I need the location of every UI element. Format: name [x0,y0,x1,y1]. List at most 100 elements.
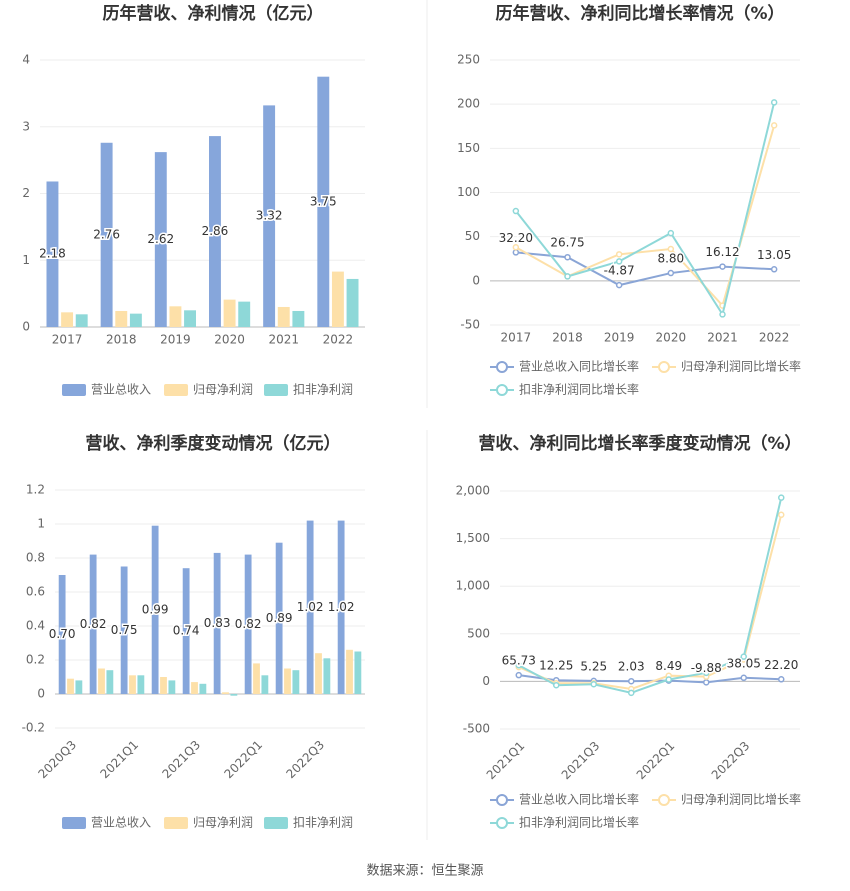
bar [169,306,182,327]
y-tick-label: 0 [472,273,480,287]
chart-title: 历年营收、净利同比增长率情况（%） [495,3,784,24]
data-label: 0.82 [235,617,262,631]
point [615,281,623,289]
bar [61,312,74,327]
y-tick-label: 1,000 [456,579,490,593]
legend-label: 扣非净利润同比增长率 [519,815,639,830]
data-label: 8.49 [655,659,682,673]
bar [244,554,252,694]
bar [354,651,362,694]
chart-title: 历年营收、净利情况（亿元） [103,3,324,24]
legend-label: 扣非净利润 [293,383,353,397]
y-tick-label: 50 [465,229,480,243]
legend-label: 营业总收入 [91,383,151,397]
x-tick-label: 2022 [759,331,790,345]
data-label: 12.25 [539,659,573,673]
bar [115,310,128,327]
bar [292,670,300,694]
x-tick-label: 2021Q1 [484,739,528,783]
bar [129,313,142,327]
bar [182,568,190,694]
bar [58,575,66,694]
point [512,207,520,215]
x-tick-label: 2022 [323,333,354,347]
line [518,497,783,694]
y-tick-label: -0.2 [22,721,45,735]
data-label: 0.75 [111,623,138,637]
bar [100,142,113,327]
data-label: 0.82 [80,617,107,631]
point [667,245,675,253]
legend-label: 归母净利润同比增长率 [681,359,801,374]
line [518,674,782,684]
point [512,249,520,256]
y-tick-label: 4 [22,53,30,67]
bar [106,670,114,694]
x-tick-label: 2020 [656,331,687,345]
y-tick-label: 2 [22,186,30,200]
y-tick-label: 0.4 [26,619,45,633]
legend-swatch [164,384,188,396]
bar [98,668,105,694]
y-tick-label: 1 [37,517,45,531]
x-tick-label: 2020 [214,333,245,347]
legend-swatch [164,817,188,829]
y-tick-label: 0.8 [26,551,45,565]
data-label: 8.80 [657,252,684,266]
x-tick-label: 2022Q1 [222,738,266,782]
bar [151,525,159,694]
legend-swatch [496,817,508,829]
bar [209,136,221,327]
bar [154,152,167,327]
data-label: 0.70 [49,627,76,641]
y-tick-label: -500 [463,722,490,736]
legend-swatch [264,817,288,829]
legend-label: 营业总收入同比增长率 [519,792,639,807]
x-tick-label: 2018 [106,333,137,347]
point [703,669,710,677]
legend-swatch [496,384,508,396]
x-tick-label: 2017 [501,331,532,345]
legend-swatch [658,361,670,373]
point [719,263,726,270]
point [778,676,785,683]
data-label: 0.99 [142,602,169,616]
bar [89,554,97,694]
bar [331,271,344,327]
bar [213,552,221,694]
y-tick-label: 0 [482,674,490,688]
point [740,674,747,682]
bar [230,694,238,696]
bar [337,520,345,694]
point [564,273,571,280]
y-tick-label: 1,500 [456,531,490,545]
data-label: 1.02 [328,600,355,614]
point [778,511,785,519]
point [628,677,635,685]
bar [346,649,353,694]
point [615,258,623,265]
bar [223,299,236,327]
x-tick-label: 2022Q3 [709,739,753,783]
y-tick-label: 0.6 [26,585,45,599]
bar [261,675,269,694]
data-label: 22.20 [764,658,798,672]
legend-label: 扣非净利润 [293,816,353,830]
bar [191,682,198,694]
bar [46,181,59,327]
y-tick-label: 3 [22,119,30,133]
bar [277,306,290,327]
bar [160,677,167,694]
legend-swatch [62,817,86,829]
bar [306,520,314,694]
x-tick-label: 2022Q1 [634,739,678,783]
y-tick-label: 0 [22,320,30,334]
bar [75,314,88,327]
bar [263,105,276,327]
bar [238,301,251,327]
point [703,679,710,686]
chart-title: 营收、净利同比增长率季度变动情况（%） [478,433,801,454]
data-label: 2.03 [618,660,645,674]
bar [317,76,330,327]
x-tick-label: 2018 [552,331,583,345]
